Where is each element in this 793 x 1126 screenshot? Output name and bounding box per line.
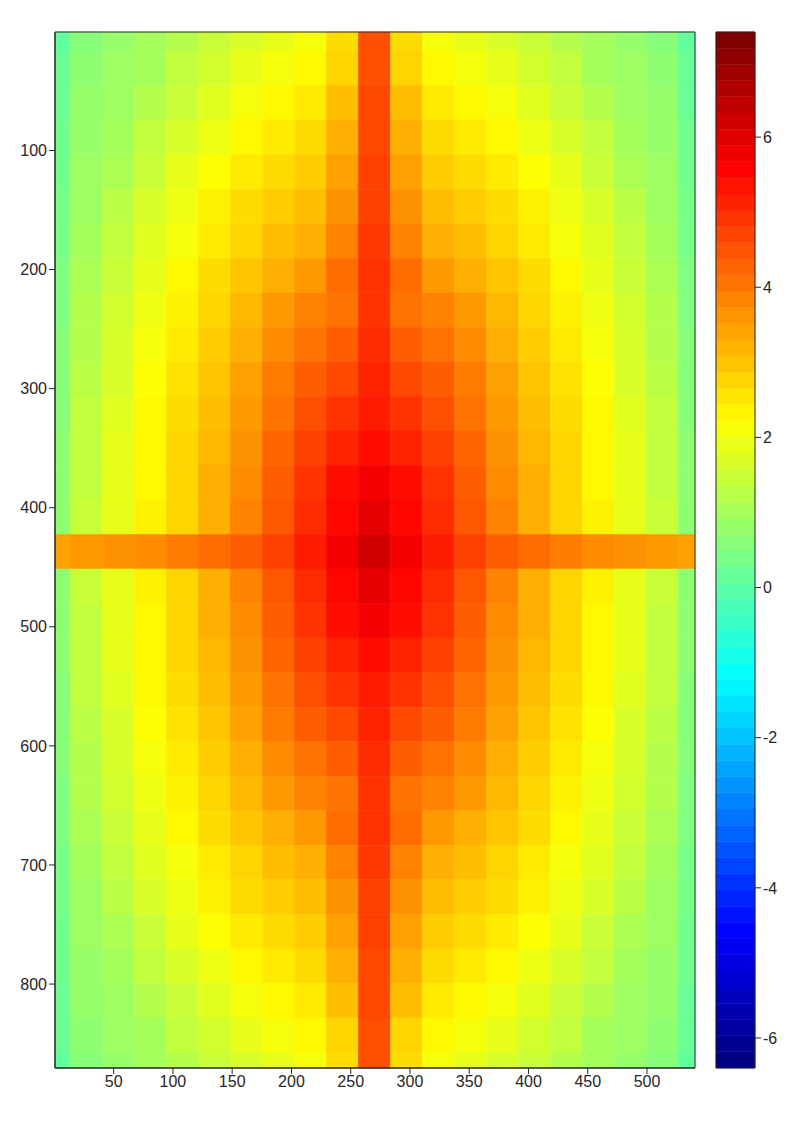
svg-text:250: 250 <box>337 1073 364 1090</box>
svg-text:6: 6 <box>763 129 772 146</box>
svg-text:700: 700 <box>20 857 47 874</box>
svg-text:150: 150 <box>219 1073 246 1090</box>
svg-text:100: 100 <box>160 1073 187 1090</box>
svg-text:800: 800 <box>20 976 47 993</box>
svg-text:-6: -6 <box>763 1030 777 1047</box>
svg-text:50: 50 <box>105 1073 123 1090</box>
svg-text:200: 200 <box>278 1073 305 1090</box>
svg-text:500: 500 <box>634 1073 661 1090</box>
svg-text:300: 300 <box>20 380 47 397</box>
svg-text:-4: -4 <box>763 880 777 897</box>
svg-text:400: 400 <box>20 499 47 516</box>
svg-text:350: 350 <box>456 1073 483 1090</box>
svg-text:100: 100 <box>20 142 47 159</box>
svg-text:0: 0 <box>763 579 772 596</box>
svg-text:450: 450 <box>574 1073 601 1090</box>
svg-text:600: 600 <box>20 738 47 755</box>
svg-text:4: 4 <box>763 279 772 296</box>
svg-text:400: 400 <box>515 1073 542 1090</box>
svg-text:500: 500 <box>20 618 47 635</box>
svg-text:-2: -2 <box>763 729 777 746</box>
svg-text:2: 2 <box>763 429 772 446</box>
svg-text:200: 200 <box>20 261 47 278</box>
svg-text:300: 300 <box>397 1073 424 1090</box>
